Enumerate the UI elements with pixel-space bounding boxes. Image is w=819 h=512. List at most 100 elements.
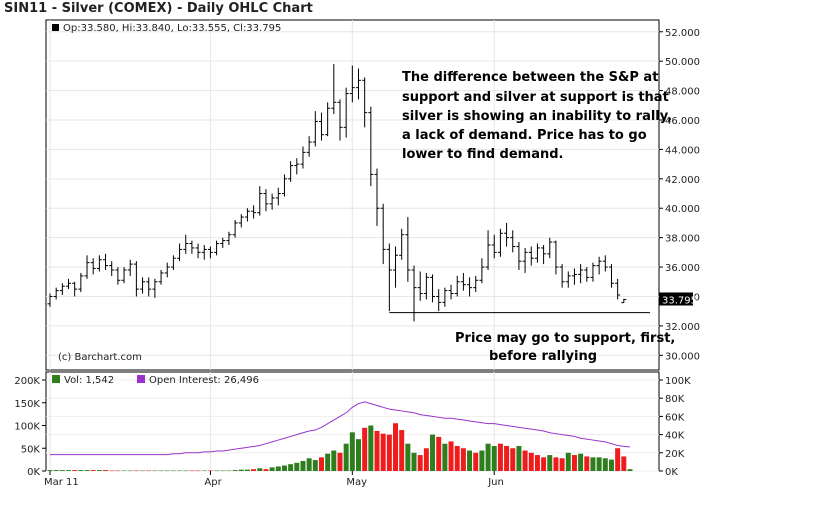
volume-bar bbox=[96, 470, 102, 471]
ohlc-bar bbox=[448, 284, 454, 300]
ohlc-bar bbox=[312, 111, 318, 147]
volume-bar bbox=[177, 470, 183, 472]
ohlc-bar bbox=[454, 275, 460, 297]
ohlc-bar bbox=[510, 230, 516, 253]
volume-bar bbox=[66, 470, 72, 471]
volume-bar bbox=[146, 470, 152, 472]
ohlc-bar bbox=[158, 270, 164, 285]
ohlc-bar bbox=[263, 189, 269, 212]
ohlc-bar bbox=[399, 228, 405, 260]
volume-bar bbox=[170, 470, 176, 472]
ohlc-bar bbox=[66, 278, 72, 290]
ohlc-bar bbox=[380, 203, 386, 265]
annotation-line: Price may go to support, first, bbox=[455, 331, 675, 346]
ohlc-bar bbox=[331, 64, 337, 115]
ohlc-bar bbox=[140, 277, 146, 294]
ohlc-bar bbox=[146, 277, 152, 297]
ohlc-bar bbox=[497, 228, 503, 257]
volume-bar bbox=[103, 470, 109, 471]
ohlc-bar bbox=[325, 102, 331, 137]
volume-bar bbox=[399, 430, 405, 471]
ohlc-bar bbox=[436, 289, 442, 312]
volume-bar bbox=[553, 457, 559, 471]
ohlc-bar bbox=[220, 237, 226, 248]
ohlc-bar bbox=[294, 158, 300, 175]
annotation-bottom: Price may go to support, first, before r… bbox=[455, 331, 675, 364]
volume-bar bbox=[343, 443, 349, 471]
volume-bars bbox=[47, 423, 633, 472]
volume-bar bbox=[596, 457, 602, 471]
volume-bar bbox=[331, 450, 337, 471]
volume-bar bbox=[393, 423, 399, 471]
volume-legend: Vol: 1,542 bbox=[64, 375, 114, 386]
grid bbox=[46, 20, 659, 472]
ohlc-bar bbox=[306, 136, 312, 157]
open-interest-legend-swatch bbox=[137, 375, 145, 383]
open-interest-legend: Open Interest: 26,496 bbox=[149, 375, 259, 386]
ohlc-bar bbox=[244, 208, 250, 222]
price-bars bbox=[47, 64, 627, 322]
ohlc-bar bbox=[226, 231, 232, 245]
x-tick-label: May bbox=[346, 477, 367, 488]
chart-title: SIN11 - Silver (COMEX) - Daily OHLC Char… bbox=[4, 1, 313, 16]
ohlc-bar bbox=[596, 256, 602, 275]
volume-bar bbox=[53, 470, 59, 471]
y-tick-label: 44.000 bbox=[665, 145, 700, 156]
ohlc-bar bbox=[47, 293, 53, 307]
volume-bar bbox=[47, 470, 53, 471]
ohlc-bar bbox=[232, 220, 238, 238]
ohlc-bar bbox=[133, 261, 139, 297]
volume-bar bbox=[473, 452, 479, 471]
ohlc-bar bbox=[534, 243, 540, 263]
volume-bar bbox=[257, 468, 263, 471]
ohlc-bar bbox=[621, 298, 627, 304]
y-tick-label: 42.000 bbox=[665, 175, 700, 186]
ohlc-bar bbox=[356, 68, 361, 100]
ohlc-bar bbox=[72, 281, 78, 297]
volume-bar bbox=[263, 469, 269, 471]
volume-bar bbox=[127, 470, 133, 472]
volume-bar bbox=[590, 457, 596, 471]
ohlc-bar bbox=[121, 267, 127, 284]
volume-bar bbox=[195, 470, 201, 472]
volume-bar bbox=[627, 469, 633, 471]
x-tick-label: Mar 11 bbox=[44, 477, 79, 488]
volume-bar bbox=[269, 467, 275, 471]
volume-bar bbox=[294, 462, 300, 471]
ohlc-bar bbox=[522, 247, 528, 273]
volume-tick-label: 200K bbox=[14, 376, 40, 387]
ohlc-bar bbox=[578, 264, 584, 284]
volume-bar bbox=[368, 425, 374, 471]
ohlc-bar bbox=[164, 262, 170, 278]
annotation-line: a lack of demand. Price has to go bbox=[402, 128, 647, 143]
volume-bar bbox=[467, 450, 473, 471]
y-tick-label: 40.000 bbox=[665, 204, 700, 215]
volume-bar bbox=[59, 470, 65, 471]
volume-bar bbox=[220, 470, 226, 472]
ohlc-bar bbox=[127, 259, 133, 276]
volume-bar bbox=[516, 445, 522, 471]
ohlc-bar bbox=[337, 99, 343, 141]
volume-bar bbox=[312, 460, 318, 471]
volume-bar bbox=[510, 448, 516, 471]
ohlc-bar bbox=[374, 168, 380, 226]
ohlc-bar bbox=[59, 283, 65, 295]
volume-bar bbox=[528, 452, 534, 471]
ohlc-bar bbox=[541, 245, 547, 265]
ohlc-bar bbox=[318, 112, 324, 141]
volume-tick-label: 0K bbox=[27, 467, 40, 478]
volume-bar bbox=[405, 443, 411, 471]
volume-legend-swatch bbox=[52, 375, 60, 383]
ohlc-bar bbox=[405, 217, 411, 282]
ohlc-bar bbox=[491, 234, 497, 259]
ohlc-bar bbox=[368, 106, 374, 187]
ohlc-bar bbox=[207, 246, 213, 259]
volume-bar bbox=[411, 452, 417, 471]
volume-bar bbox=[281, 465, 287, 471]
volume-bar bbox=[497, 443, 503, 471]
volume-bar bbox=[121, 470, 127, 472]
annotation-line: before rallying bbox=[489, 349, 597, 364]
volume-tick-label: 150K bbox=[14, 399, 40, 410]
volume-bar bbox=[417, 455, 423, 471]
volume-bar bbox=[454, 445, 460, 471]
